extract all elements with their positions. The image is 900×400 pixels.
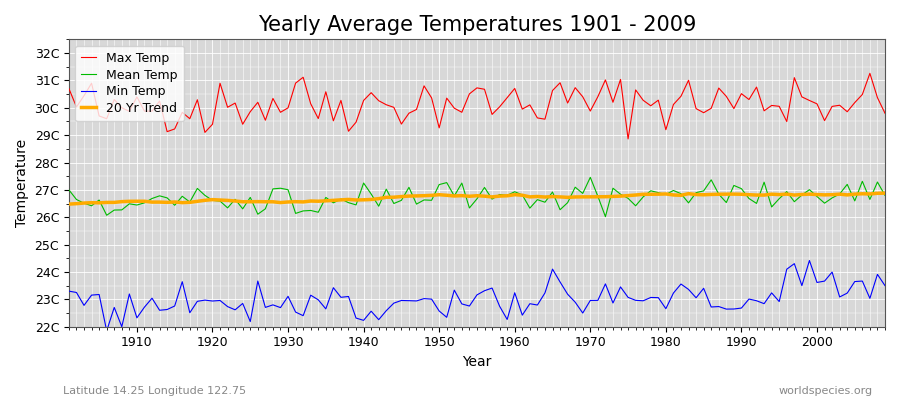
Mean Temp: [615, 192, 626, 197]
Max Temp: [623, 136, 634, 141]
Min Temp: [131, 316, 142, 320]
Max Temp: [600, 78, 611, 82]
Mean Temp: [124, 202, 135, 206]
Line: Mean Temp: Mean Temp: [69, 177, 885, 217]
Title: Yearly Average Temperatures 1901 - 2009: Yearly Average Temperatures 1901 - 2009: [257, 15, 696, 35]
Y-axis label: Temperature: Temperature: [15, 139, 29, 227]
20 Yr Trend: [336, 198, 346, 202]
Min Temp: [298, 313, 309, 318]
Legend: Max Temp, Mean Temp, Min Temp, 20 Yr Trend: Max Temp, Mean Temp, Min Temp, 20 Yr Tre…: [76, 46, 184, 121]
Max Temp: [336, 98, 346, 103]
20 Yr Trend: [502, 193, 513, 198]
Text: worldspecies.org: worldspecies.org: [778, 386, 873, 396]
Max Temp: [865, 71, 876, 76]
Max Temp: [124, 109, 135, 114]
Min Temp: [102, 328, 112, 333]
Max Temp: [502, 95, 513, 100]
Min Temp: [64, 289, 75, 294]
Mean Temp: [585, 175, 596, 180]
Mean Temp: [64, 188, 75, 192]
Max Temp: [290, 81, 301, 86]
Text: Latitude 14.25 Longitude 122.75: Latitude 14.25 Longitude 122.75: [63, 386, 246, 396]
Min Temp: [517, 313, 527, 318]
Line: Max Temp: Max Temp: [69, 73, 885, 139]
Mean Temp: [290, 211, 301, 216]
Mean Temp: [336, 196, 346, 201]
Min Temp: [804, 258, 814, 263]
X-axis label: Year: Year: [463, 355, 491, 369]
Max Temp: [879, 111, 890, 116]
Mean Temp: [879, 193, 890, 198]
Max Temp: [509, 86, 520, 91]
Min Temp: [509, 290, 520, 295]
Max Temp: [64, 86, 75, 91]
20 Yr Trend: [124, 199, 135, 204]
20 Yr Trend: [64, 202, 75, 206]
Min Temp: [879, 283, 890, 288]
Line: Min Temp: Min Temp: [69, 260, 885, 331]
20 Yr Trend: [290, 199, 301, 204]
Mean Temp: [509, 189, 520, 194]
Mean Temp: [502, 193, 513, 198]
20 Yr Trend: [509, 192, 520, 197]
Line: 20 Yr Trend: 20 Yr Trend: [69, 193, 885, 204]
Min Temp: [343, 294, 354, 299]
20 Yr Trend: [879, 191, 890, 196]
Mean Temp: [600, 214, 611, 219]
Min Temp: [608, 300, 618, 305]
20 Yr Trend: [600, 194, 611, 199]
